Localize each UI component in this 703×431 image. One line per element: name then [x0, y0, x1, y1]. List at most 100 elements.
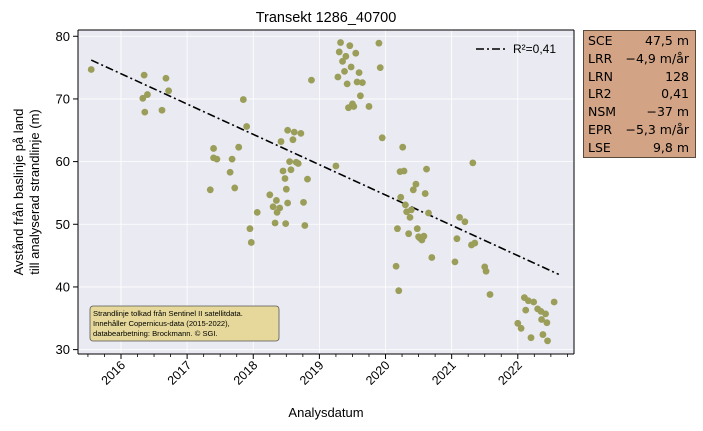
data-point: [276, 204, 284, 212]
legend: R²=0,41: [476, 42, 556, 56]
data-point: [423, 165, 430, 173]
data-point: [358, 79, 366, 87]
annotation-line-3: databearbetning: Brockmann. © SGI.: [93, 329, 218, 338]
data-point: [282, 220, 290, 228]
data-point: [550, 298, 558, 306]
stat-key: EPR: [588, 121, 613, 137]
data-point: [352, 49, 360, 57]
y-axis-label-line2: till analyserad strandlinje (m): [27, 109, 42, 274]
stat-key: SCE: [588, 33, 613, 48]
statistics-box: SCE 47,5 m LRR −4,9 m/år LRN 128 LR2 0,4…: [583, 30, 696, 158]
data-point: [206, 186, 214, 194]
x-tick-label: 2018: [231, 358, 261, 388]
stat-value: −5,3 m/år: [625, 121, 689, 137]
data-point: [158, 106, 166, 114]
data-point: [239, 96, 247, 103]
stat-row-lse: LSE 9,8 m: [588, 139, 695, 157]
data-point: [304, 175, 311, 183]
x-tick-label: 2017: [165, 358, 195, 388]
data-point: [469, 159, 477, 167]
data-point: [284, 199, 292, 207]
data-point: [246, 225, 254, 233]
data-point: [339, 57, 346, 65]
data-point: [375, 39, 383, 47]
stat-row-lrr: LRR −4,9 m/år: [588, 50, 695, 68]
x-tick-label: 2016: [99, 358, 129, 388]
data-point: [301, 222, 309, 229]
data-point: [399, 143, 407, 151]
chart-title: Transekt 1286_40700: [256, 10, 397, 26]
y-tick-label: 50: [56, 217, 70, 232]
data-point: [139, 94, 147, 102]
stat-value: 47,5 m: [645, 33, 689, 48]
stat-row-nsm: NSM −37 m: [588, 103, 695, 121]
data-point: [308, 76, 315, 84]
data-point: [355, 69, 363, 77]
data-point: [394, 225, 401, 233]
plot-area: [78, 30, 574, 354]
data-point: [397, 193, 405, 201]
data-point: [165, 87, 173, 95]
data-point: [420, 232, 428, 240]
data-point: [341, 67, 348, 75]
stat-row-lrn: LRN 128: [588, 68, 695, 86]
data-point: [282, 185, 290, 193]
data-point: [269, 203, 277, 211]
stat-value: 128: [665, 68, 689, 84]
data-point: [162, 74, 170, 82]
data-point: [350, 103, 358, 110]
data-point: [524, 297, 532, 305]
data-point: [342, 52, 350, 60]
data-point: [346, 42, 354, 50]
data-point: [400, 167, 408, 175]
data-point: [243, 123, 251, 130]
data-point: [409, 186, 417, 194]
data-point: [406, 213, 414, 221]
data-point: [421, 190, 429, 197]
stat-key: LRR: [588, 50, 613, 66]
stat-value: −37 m: [646, 104, 689, 120]
stat-row-lr2: LR2 0,41: [588, 85, 695, 103]
data-point: [353, 78, 361, 86]
data-point: [271, 219, 279, 227]
x-axis-label: Analysdatum: [288, 405, 363, 420]
data-point: [279, 167, 287, 175]
stat-row-sce: SCE 47,5 m: [588, 32, 695, 50]
stat-key: LSE: [588, 139, 611, 155]
data-point: [290, 128, 298, 136]
data-point: [451, 258, 459, 266]
data-point: [405, 230, 413, 238]
annotation-line-1: Strandlinje tolkad från Sentinel II sate…: [93, 309, 243, 318]
data-point: [334, 73, 342, 81]
data-point: [407, 206, 415, 214]
data-point: [539, 331, 547, 338]
data-point: [395, 287, 403, 295]
data-point: [297, 130, 305, 137]
data-point: [425, 209, 432, 217]
grid: [78, 30, 574, 354]
data-point: [294, 160, 302, 167]
y-tick-label: 40: [56, 279, 70, 294]
x-tick-label: 2019: [297, 358, 327, 388]
data-point: [544, 337, 551, 345]
data-points: [87, 39, 558, 345]
y-tick-label: 60: [56, 154, 70, 169]
data-point: [456, 213, 463, 221]
data-point: [335, 48, 343, 56]
data-point: [281, 175, 289, 182]
stat-value: 0,41: [661, 86, 689, 102]
annotation-line-2: Innehåller Copernicus-data (2015-2022),: [93, 319, 230, 328]
data-point: [300, 198, 307, 206]
data-point: [413, 225, 421, 233]
legend-label: R²=0,41: [513, 42, 556, 56]
data-point: [412, 180, 420, 188]
data-point: [235, 143, 243, 151]
data-point: [289, 136, 297, 144]
data-point: [401, 201, 409, 209]
data-point: [343, 80, 351, 88]
data-point: [543, 319, 551, 327]
trend-layer: [90, 59, 560, 276]
stat-key: LRN: [588, 68, 613, 84]
trend-line: [90, 59, 560, 276]
